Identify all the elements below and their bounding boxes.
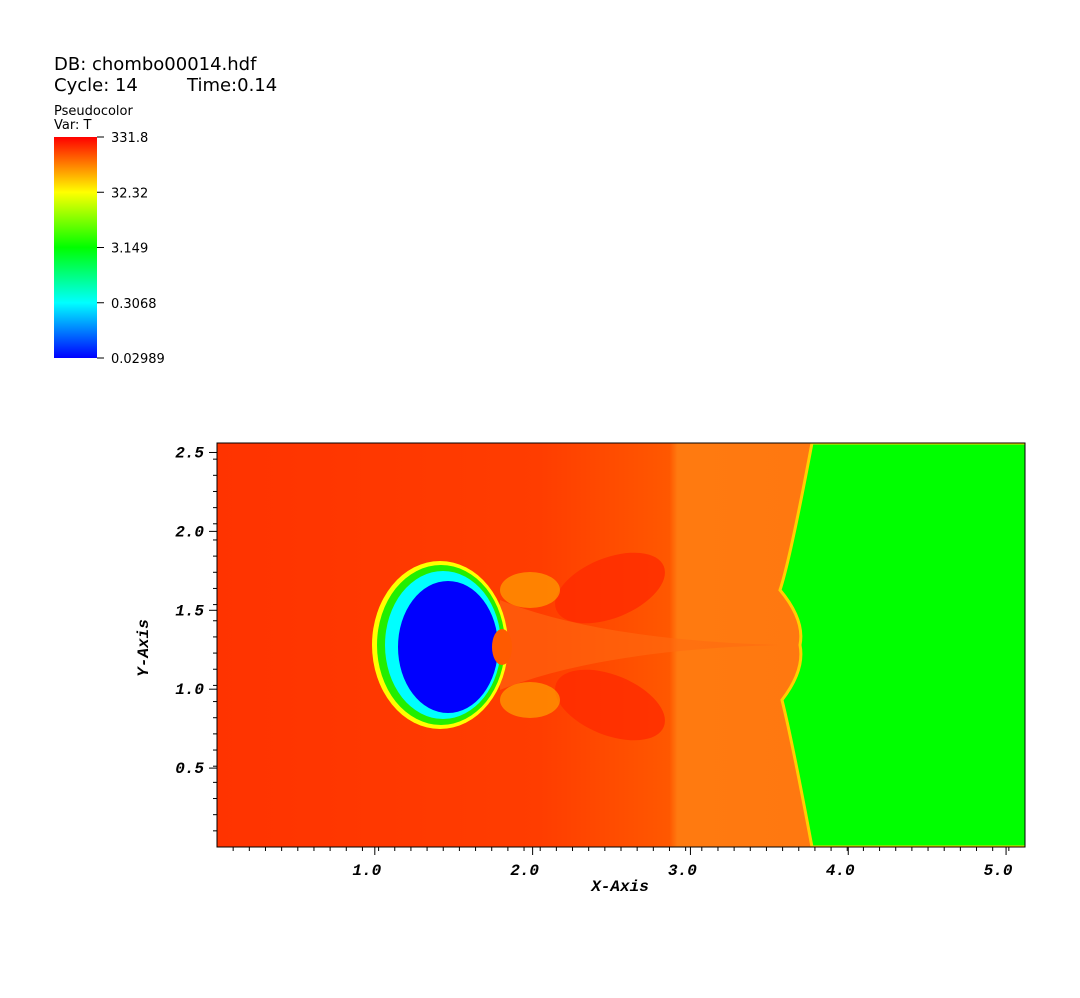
y-tick-label: 1.5 [175,602,204,620]
colorbar [54,137,97,358]
db-name: DB: chombo00014.hdf [54,54,257,75]
colorbar-tick-label: 0.02989 [111,352,165,367]
x-tick-label: 3.0 [668,862,697,880]
legend-title: Pseudocolor [54,104,133,119]
colorbar-tick-label: 3.149 [111,242,148,257]
x-tick-label: 5.0 [984,862,1013,880]
time: Time:0.14 [186,75,277,96]
y-tick-label: 2.5 [175,444,204,462]
x-axis-title: X-Axis [590,878,649,896]
y-axis-title: Y-Axis [135,619,153,677]
x-tick-label: 4.0 [826,862,855,880]
y-tick-label: 2.0 [175,523,204,541]
cycle: Cycle: 14 [54,75,138,96]
colorbar-tick-label: 32.32 [111,186,148,201]
legend-var: Var: T [54,118,91,133]
x-tick-label: 2.0 [510,862,539,880]
pseudocolor-field [217,443,1025,847]
colorbar-tick-label: 331.8 [111,131,148,146]
colorbar-tick-label: 0.3068 [111,297,157,312]
y-tick-label: 0.5 [175,760,204,778]
y-tick-label: 1.0 [175,681,204,699]
x-tick-label: 1.0 [352,862,381,880]
